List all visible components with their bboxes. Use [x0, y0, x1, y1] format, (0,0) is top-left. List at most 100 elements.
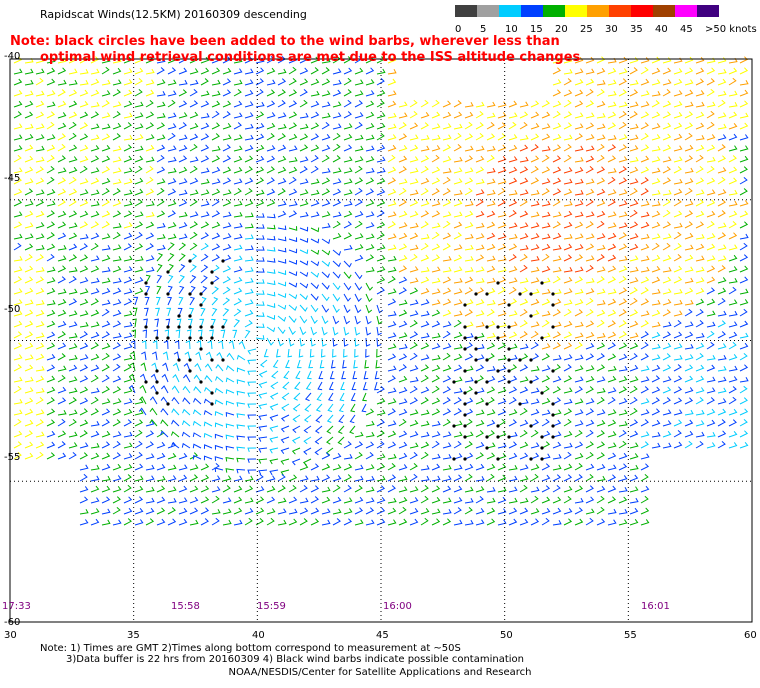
wind-barb — [134, 496, 144, 504]
wind-barb — [123, 56, 133, 64]
wind-barb — [343, 178, 353, 185]
wind-barb — [145, 122, 155, 130]
wind-barb — [13, 310, 23, 317]
wind-barb — [68, 431, 78, 438]
wind-barb — [607, 442, 617, 449]
wind-barb — [475, 387, 485, 394]
wind-barb — [574, 441, 584, 449]
wind-barb — [651, 189, 661, 196]
wind-barb — [431, 463, 441, 471]
wind-barb — [200, 211, 210, 218]
wind-barb — [728, 341, 737, 350]
wind-barb — [706, 121, 715, 130]
wind-barb — [519, 464, 529, 471]
wind-barb — [200, 78, 209, 86]
wind-barb — [508, 277, 518, 284]
wind-barb — [172, 373, 180, 383]
wind-barb — [431, 420, 441, 427]
wind-barb — [310, 238, 320, 244]
wind-barb — [376, 199, 386, 207]
wind-barb — [739, 288, 749, 295]
wind-barb — [618, 255, 628, 262]
wind-barb — [563, 254, 573, 262]
wind-barb — [310, 67, 319, 75]
wind-barb — [365, 304, 373, 314]
wind-barb — [200, 286, 208, 295]
wind-barb — [640, 144, 650, 152]
wind-barb — [255, 213, 265, 218]
wind-barb — [387, 519, 397, 526]
wind-barb — [563, 508, 573, 515]
wind-barb — [508, 409, 518, 416]
wind-barb — [132, 318, 137, 328]
wind-barb — [552, 409, 562, 416]
wind-barb — [46, 441, 56, 449]
wind-barb — [211, 297, 219, 306]
wind-barb — [326, 425, 334, 434]
wind-barb — [90, 134, 100, 141]
wind-barb — [269, 436, 279, 443]
wind-barb — [175, 329, 181, 339]
wind-barb — [497, 156, 507, 163]
wind-barb — [442, 167, 452, 174]
wind-barb — [90, 111, 100, 119]
wind-barb — [585, 221, 594, 229]
wind-barb — [145, 134, 155, 141]
wind-barb — [453, 420, 463, 427]
wind-barb — [695, 189, 705, 196]
wind-barb — [431, 166, 441, 174]
wind-barb — [464, 397, 474, 405]
wind-barb — [629, 507, 639, 515]
wind-barb — [283, 370, 290, 380]
wind-barb — [288, 89, 298, 97]
wind-barb — [288, 496, 298, 504]
wind-barb — [35, 397, 44, 405]
wind-barb — [530, 419, 540, 427]
wind-barb — [247, 392, 257, 398]
wind-barb — [431, 210, 441, 218]
wind-barb — [552, 519, 562, 526]
wind-barb — [112, 111, 121, 119]
wind-barb — [376, 507, 386, 515]
wind-barb — [222, 485, 231, 493]
flagged-retrieval-marker — [188, 358, 192, 362]
wind-barb — [178, 134, 188, 141]
wind-barb — [706, 88, 715, 97]
wind-barb — [258, 414, 268, 421]
wind-barb — [376, 518, 386, 526]
wind-barb — [90, 442, 100, 449]
wind-barb — [420, 210, 430, 218]
wind-barb — [464, 376, 474, 383]
wind-barb — [739, 89, 749, 97]
wind-barb — [134, 165, 143, 174]
wind-barb — [365, 420, 375, 427]
wind-barb — [244, 134, 254, 141]
wind-barb — [717, 310, 727, 317]
wind-barb — [365, 244, 375, 251]
wind-barb — [189, 79, 199, 86]
wind-barb — [200, 221, 210, 229]
wind-barb — [222, 243, 232, 251]
wind-barb — [409, 419, 419, 427]
wind-barb — [277, 112, 287, 119]
wind-barb — [618, 430, 627, 438]
wind-barb — [189, 177, 199, 185]
wind-barb — [717, 90, 727, 97]
wind-barb — [269, 392, 279, 400]
wind-barb — [57, 210, 67, 218]
wind-barb — [365, 167, 375, 174]
wind-barb — [486, 375, 496, 383]
wind-barb — [596, 177, 606, 185]
wind-barb — [442, 309, 452, 317]
wind-barb — [486, 386, 496, 394]
wind-barb — [145, 79, 155, 86]
wind-barb — [695, 101, 705, 108]
wind-barb — [288, 518, 298, 526]
wind-barb — [673, 310, 683, 317]
wind-barb — [35, 342, 45, 350]
wind-barb — [398, 408, 408, 416]
wind-barb — [244, 508, 254, 515]
wind-barb — [244, 223, 254, 229]
wind-barb — [651, 221, 661, 229]
wind-barb — [57, 133, 66, 141]
